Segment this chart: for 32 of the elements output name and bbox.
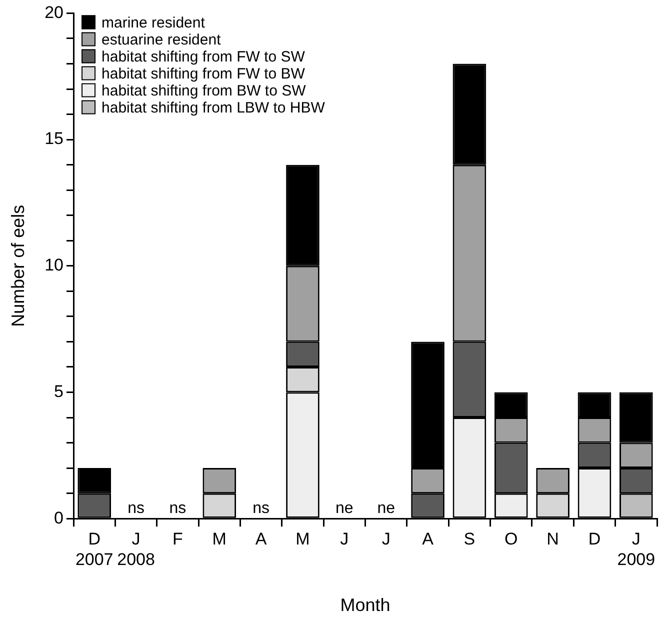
data-label: ns bbox=[169, 500, 186, 518]
data-label: ns bbox=[252, 500, 270, 518]
legend-label: habitat shifting from FW to BW bbox=[102, 65, 306, 82]
y-tick-label: 15 bbox=[44, 129, 64, 148]
y-tick-label: 10 bbox=[44, 256, 64, 275]
x-tick-label: D 2007 bbox=[75, 529, 114, 569]
y-tick-label: 20 bbox=[44, 2, 64, 22]
data-label: ne bbox=[336, 500, 354, 518]
x-tick-label: O bbox=[504, 529, 518, 548]
x-tick-label: M bbox=[212, 529, 226, 548]
y-tick-label: 0 bbox=[54, 508, 64, 528]
legend-label: habitat shifting from LBW to HBW bbox=[102, 99, 326, 116]
x-tick-label: A bbox=[255, 529, 268, 548]
data-label: ns bbox=[128, 500, 144, 518]
legend-label: marine resident bbox=[102, 14, 206, 32]
x-tick-label: N bbox=[546, 529, 559, 548]
legend-label: habitat shifting from BW to SW bbox=[102, 82, 307, 100]
x-tick-label: F bbox=[172, 529, 183, 548]
x-tick-label: J bbox=[382, 529, 390, 548]
legend-label: habitat shifting from FW to SW bbox=[102, 48, 306, 66]
x-tick-label: J 2009 bbox=[617, 529, 656, 569]
x-axis-title: Month bbox=[340, 595, 390, 616]
x-tick-label: J 2008 bbox=[117, 529, 155, 569]
y-tick-label: 5 bbox=[54, 382, 64, 401]
x-tick-label: D bbox=[588, 529, 601, 548]
y-axis-title: Number of eels bbox=[8, 204, 28, 327]
x-tick-label: A bbox=[422, 529, 434, 548]
x-tick-label: J bbox=[340, 529, 349, 548]
x-tick-label: M bbox=[296, 529, 310, 548]
legend-label: estuarine resident bbox=[102, 31, 222, 48]
data-label: ne bbox=[377, 500, 396, 518]
x-tick-label: S bbox=[464, 529, 476, 548]
